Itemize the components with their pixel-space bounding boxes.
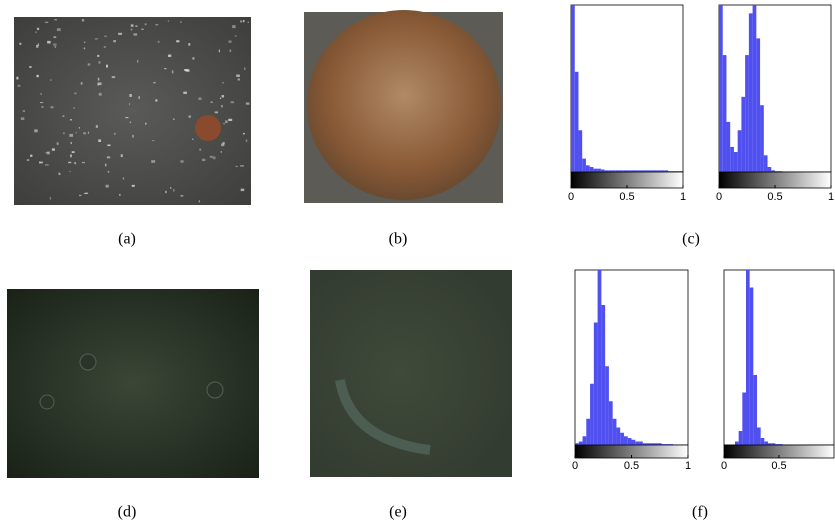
histogram-bar — [601, 305, 605, 445]
histogram-bar — [760, 105, 764, 172]
histogram-bar — [571, 5, 575, 172]
caption: (f) — [692, 504, 708, 521]
histogram-bar — [749, 13, 753, 172]
caption: (a) — [118, 231, 136, 248]
figure: (a) (b) (c) (d) (e) (f) 0 0.5 1 0 0.5 1 0 0.5 1 0… — [0, 0, 835, 525]
histogram-bar — [734, 152, 738, 172]
histogram-bar — [757, 428, 761, 446]
histogram-bar — [761, 438, 765, 445]
histogram-bar — [624, 436, 628, 445]
histogram-bar — [583, 436, 587, 445]
histogram-bar — [609, 401, 613, 445]
histogram-bar — [719, 5, 723, 172]
plot-frame — [719, 5, 831, 172]
x-tick-label: 0.5 — [619, 191, 634, 203]
x-tick-label: 0 — [568, 191, 574, 203]
histogram-bar — [723, 55, 727, 172]
histogram-bar — [632, 440, 636, 445]
histogram-bar — [605, 366, 609, 445]
histogram-bar — [756, 38, 760, 172]
histogram-bar — [738, 130, 742, 172]
histogram-bar — [764, 155, 768, 172]
histogram-bar — [735, 442, 739, 446]
histogram-bar — [590, 384, 594, 445]
photo-a — [14, 17, 251, 205]
histogram-bar — [726, 122, 730, 172]
x-tick-label: 0 — [716, 191, 722, 203]
histogram-bar — [594, 323, 598, 446]
histogram-bar — [613, 419, 617, 445]
x-tick-label: 0.5 — [624, 460, 639, 472]
histogram-bar — [742, 393, 746, 446]
histogram-bar — [582, 159, 586, 172]
histogram-bar — [579, 442, 583, 446]
histogram-bar — [730, 147, 734, 172]
caption: (b) — [389, 231, 408, 248]
x-tick-label: 0.5 — [771, 460, 786, 472]
histogram-bar — [597, 169, 601, 172]
histogram-bar — [575, 72, 579, 172]
plot-frame — [724, 270, 834, 445]
histogram-bar — [753, 5, 757, 172]
histogram-bar — [635, 442, 639, 446]
x-tick-label: 1 — [828, 191, 834, 203]
histogram-bar — [741, 97, 745, 172]
histogram-bar — [745, 55, 749, 172]
histogram-bar — [768, 167, 772, 172]
x-tick-label: 0 — [721, 460, 727, 472]
x-tick-label: 0.5 — [767, 191, 782, 203]
histogram-bar — [628, 438, 632, 445]
histogram-bar — [586, 165, 590, 172]
plot-frame — [571, 5, 683, 172]
x-tick-label: 1 — [685, 460, 691, 472]
photo-e — [310, 270, 512, 477]
histogram-bar — [598, 270, 602, 445]
histogram-bar — [593, 169, 597, 172]
x-tick-label: 1 — [680, 191, 686, 203]
histogram-bar — [739, 431, 743, 445]
caption: (d) — [118, 504, 137, 521]
histogram-bar — [590, 167, 594, 172]
histogram-bar — [750, 288, 754, 446]
histogram-bar — [616, 428, 620, 446]
histogram-bar — [639, 442, 643, 446]
histogram-bar — [620, 433, 624, 445]
photo-b — [304, 10, 503, 203]
histogram-bar — [746, 270, 750, 445]
histogram-bar — [578, 130, 582, 172]
caption: (e) — [389, 504, 407, 521]
histogram-bar — [586, 419, 590, 445]
histogram-bar — [753, 375, 757, 445]
photo-d — [7, 289, 259, 478]
histogram-bar — [764, 442, 768, 446]
caption: (c) — [682, 231, 700, 248]
x-tick-label: 0 — [572, 460, 578, 472]
